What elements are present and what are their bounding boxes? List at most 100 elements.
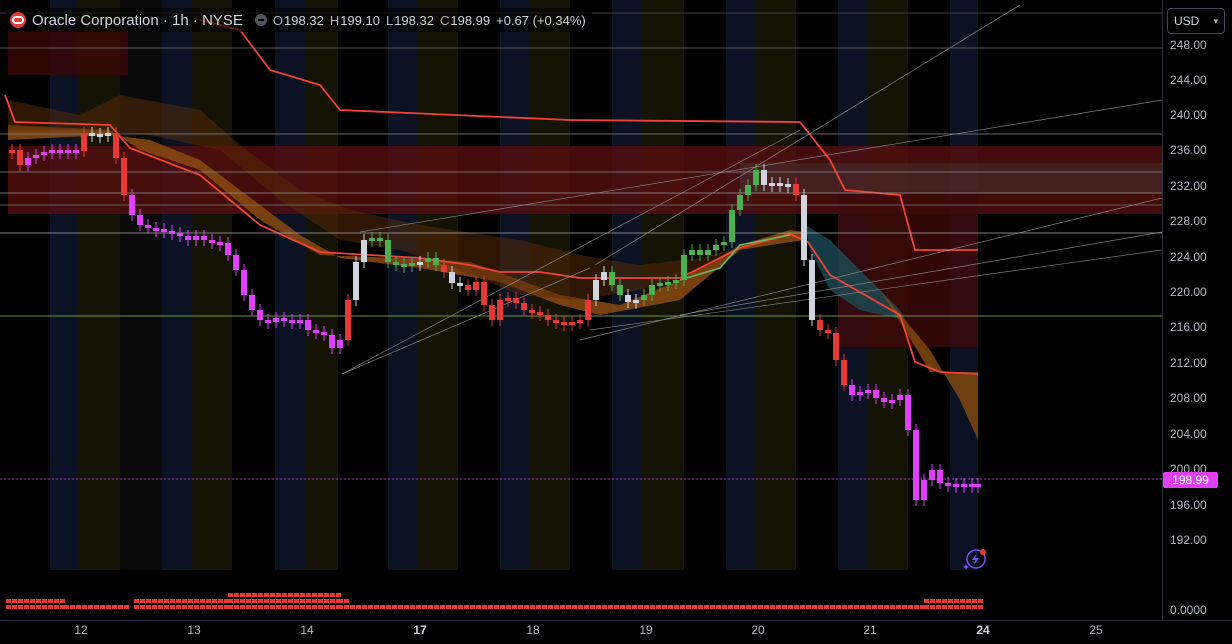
volume-bar (312, 599, 317, 603)
collapse-icon[interactable] (254, 14, 267, 26)
volume-bar (188, 605, 193, 609)
volume-bar (806, 605, 811, 609)
trend-line (594, 4, 1021, 266)
volume-bar (948, 599, 953, 603)
volume-bar (536, 605, 541, 609)
time-axis[interactable] (0, 620, 1232, 644)
candle-body (825, 330, 831, 333)
candle-body (425, 258, 431, 262)
volume-bar (224, 599, 229, 603)
volume-bar (494, 605, 499, 609)
candle-body (89, 133, 95, 136)
symbol-header[interactable]: Oracle Corporation · 1h · NYSE O198.32 H… (6, 8, 592, 32)
high-value: H199.10 (329, 12, 380, 28)
volume-bar (680, 605, 685, 609)
volume-bar (258, 599, 263, 603)
volume-bar (488, 605, 493, 609)
session-band (418, 0, 458, 570)
volume-bar (294, 593, 299, 597)
volume-bar (554, 605, 559, 609)
candle-body (313, 330, 319, 333)
price-label: 248.00 (1170, 38, 1207, 52)
candle-body (17, 150, 23, 165)
session-band (756, 0, 796, 570)
price-axis[interactable] (1162, 0, 1232, 620)
volume-bar (94, 605, 99, 609)
volume-bar (978, 605, 983, 609)
candle-body (593, 280, 599, 300)
time-label: 12 (74, 623, 88, 637)
volume-bar (312, 605, 317, 609)
candle-body (801, 195, 807, 260)
volume-bar (860, 605, 865, 609)
volume-bar (276, 593, 281, 597)
candle-body (97, 134, 103, 137)
volume-bar (512, 605, 517, 609)
ai-assistant-icon[interactable] (962, 546, 988, 572)
volume-bar (746, 605, 751, 609)
candle-body (145, 225, 151, 228)
volume-bar (734, 605, 739, 609)
candle-body (345, 300, 351, 340)
price-label: 232.00 (1170, 179, 1207, 193)
volume-bar (118, 605, 123, 609)
candle-body (729, 210, 735, 242)
volume-bar (282, 605, 287, 609)
candle-body (433, 258, 439, 265)
candle-body (465, 285, 471, 290)
candle-body (489, 305, 495, 320)
volume-bar (590, 605, 595, 609)
volume-bar (300, 593, 305, 597)
volume-bar (966, 599, 971, 603)
time-label: 18 (526, 623, 540, 637)
candle-body (497, 300, 503, 320)
chart-area[interactable] (0, 0, 1163, 620)
volume-bar (324, 599, 329, 603)
volume-bar (188, 599, 193, 603)
candle-body (153, 228, 159, 231)
candle-body (969, 484, 975, 487)
volume-bar (914, 605, 919, 609)
volume-bar (24, 599, 29, 603)
volume-bar (276, 605, 281, 609)
volume-bar (392, 605, 397, 609)
candle-body (289, 320, 295, 323)
price-label: 196.00 (1170, 498, 1207, 512)
symbol-title[interactable]: Oracle Corporation · 1h · NYSE (32, 11, 243, 29)
candle-body (641, 295, 647, 300)
session-band (120, 0, 162, 570)
trend-line (679, 231, 1163, 316)
currency-selector[interactable]: USD ▾ (1167, 8, 1225, 34)
volume-bar (288, 599, 293, 603)
volume-bar (410, 605, 415, 609)
candle-body (873, 390, 879, 398)
volume-bar (258, 605, 263, 609)
volume-bar (374, 605, 379, 609)
candle-body (617, 285, 623, 295)
candle-body (945, 483, 951, 486)
currency-label: USD (1174, 14, 1200, 28)
volume-bar (240, 599, 245, 603)
volume-bar (24, 605, 29, 609)
price-label: 220.00 (1170, 285, 1207, 299)
volume-bar (264, 593, 269, 597)
volume-bar (380, 605, 385, 609)
volume-bar (48, 599, 53, 603)
volume-bar (218, 605, 223, 609)
oracle-logo-icon (10, 12, 26, 28)
candle-body (785, 184, 791, 187)
candle-body (961, 484, 967, 487)
price-chart[interactable] (0, 0, 1163, 620)
volume-bar (48, 605, 53, 609)
time-label: 17 (413, 623, 427, 637)
candle-body (705, 250, 711, 255)
candle-body (513, 298, 519, 303)
volume-bar (264, 605, 269, 609)
trend-line (579, 197, 1163, 341)
volume-bar (794, 605, 799, 609)
volume-bar (620, 605, 625, 609)
candle-body (169, 231, 175, 234)
candle-body (201, 236, 207, 240)
volume-bar (884, 605, 889, 609)
volume-bar (428, 605, 433, 609)
